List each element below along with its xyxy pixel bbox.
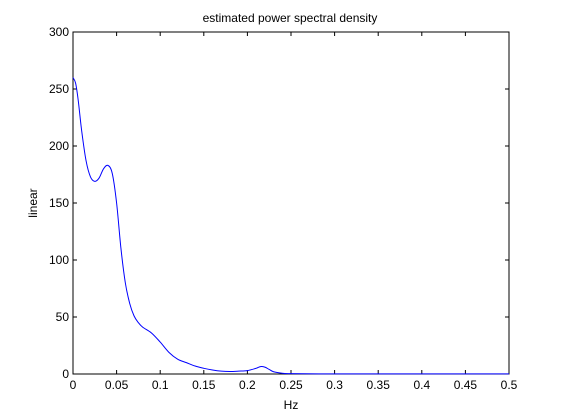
y-tick-label: 200 xyxy=(49,139,69,153)
x-tick-label: 0.25 xyxy=(279,378,303,392)
x-tick-label: 0.35 xyxy=(367,378,391,392)
x-axis-label: Hz xyxy=(284,398,299,412)
y-tick-label: 300 xyxy=(49,25,69,39)
plot-area: 0 0.05 0.1 0.15 0.2 0.25 0.3 0.35 0.4 0.45 0.5 0 50… xyxy=(49,25,518,392)
series-layer xyxy=(72,77,509,375)
x-tick-label: 0.45 xyxy=(454,378,478,392)
y-tick-label: 50 xyxy=(56,310,70,324)
x-tick-label: 0 xyxy=(70,378,77,392)
x-tick-label: 0.05 xyxy=(105,378,129,392)
x-tick-label: 0.4 xyxy=(413,378,430,392)
x-tick-label: 0.1 xyxy=(152,378,169,392)
y-tick-label: 150 xyxy=(49,196,69,210)
x-axis: 0 0.05 0.1 0.15 0.2 0.25 0.3 0.35 0.4 0.45 0.5 xyxy=(70,32,518,392)
y-tick-label: 0 xyxy=(62,367,69,381)
y-tick-label: 100 xyxy=(49,253,69,267)
x-tick-label: 0.2 xyxy=(239,378,256,392)
x-tick-label: 0.3 xyxy=(326,378,343,392)
x-tick-label: 0.15 xyxy=(192,378,216,392)
y-axis-label: linear xyxy=(26,188,40,217)
psd-series-line xyxy=(72,77,509,375)
axes-box xyxy=(72,31,510,375)
x-tick-label: 0.5 xyxy=(501,378,518,392)
y-tick-label: 250 xyxy=(49,82,69,96)
y-axis: 0 50 100 150 200 250 300 xyxy=(49,25,509,381)
chart-title: estimated power spectral density xyxy=(203,11,378,25)
